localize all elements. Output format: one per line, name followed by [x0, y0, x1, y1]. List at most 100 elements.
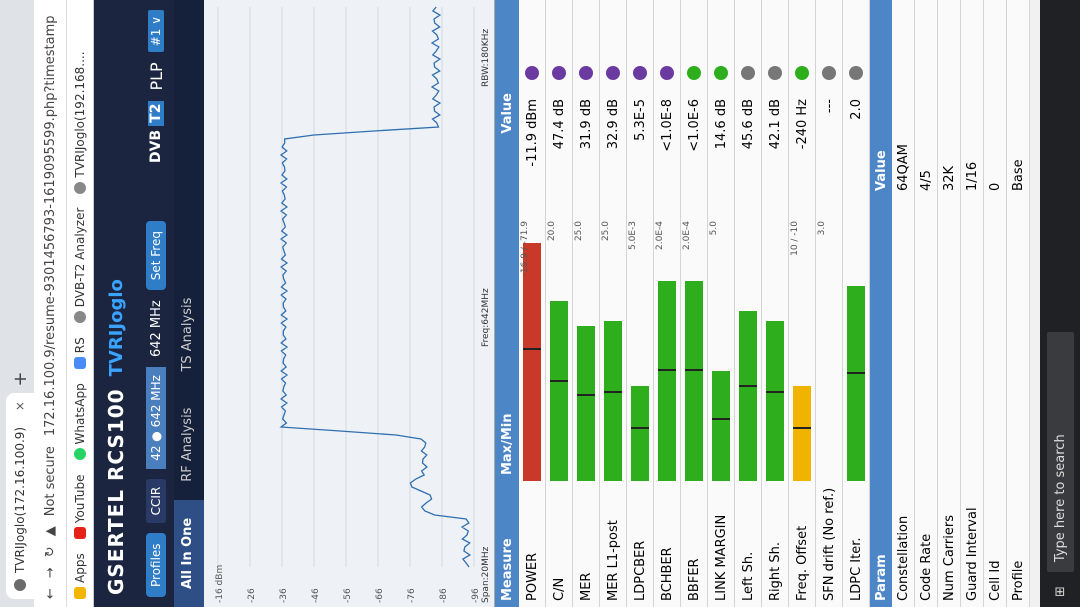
brand-logo: GSERTEL RCS100	[104, 388, 128, 595]
y-tick-label: -56	[343, 588, 353, 603]
param-name: Profile	[1010, 560, 1026, 601]
forward-icon[interactable]: →	[42, 567, 58, 579]
measure-row: Right Sh. 42.1 dB	[762, 0, 789, 607]
channel-selector[interactable]: 42 ● 642 MHz	[146, 367, 166, 469]
status-led-icon	[660, 66, 674, 80]
measure-limit: 5.0E-3	[628, 221, 638, 250]
app-toolbar: Profiles CCIR 42 ● 642 MHz 642 MHz Set F…	[138, 0, 174, 607]
browser-tab[interactable]: TVRIJoglo(172.16.100.9) ×	[6, 393, 34, 599]
favicon-icon	[14, 579, 26, 591]
measure-bar-cell: 20.0	[546, 191, 572, 481]
measure-bar-cell	[843, 191, 869, 481]
param-row: Guard Interval 1/16	[961, 0, 984, 607]
measure-mark	[550, 380, 568, 382]
measure-table: Measure Max/Min Value POWER -16.9 / -71.9…	[495, 0, 1030, 607]
measure-name: MER	[578, 572, 594, 601]
status-led-icon	[795, 66, 809, 80]
measure-mark	[631, 426, 649, 429]
measure-bar	[739, 311, 757, 481]
measure-bar	[523, 243, 541, 481]
apps-grid-icon	[74, 587, 86, 599]
globe-icon	[74, 311, 86, 324]
y-tick-label: -86	[439, 588, 449, 603]
measure-name: LDPC Iter.	[848, 537, 864, 601]
measure-row: Freq. Offset 10 / -10 -240 Hz	[789, 0, 816, 607]
measure-name: LDPCBER	[632, 540, 648, 601]
measure-bar-cell: 5.0E-3	[627, 191, 653, 481]
back-icon[interactable]: ←	[42, 588, 58, 599]
taskbar-search[interactable]: Type here to search	[1046, 332, 1074, 573]
measure-name: BCHBER	[659, 547, 675, 601]
param-row: Code Rate 4/5	[915, 0, 938, 607]
measure-row: MER L1-post 25.0 32.9 dB	[600, 0, 627, 607]
measure-bar	[793, 386, 811, 481]
measure-value: -11.9 dBm	[524, 99, 540, 167]
bookmark-tvrijoglo[interactable]: TVRIJoglo(192.168....	[73, 51, 87, 194]
param-row: Profile Base	[1007, 0, 1030, 607]
measure-bar	[631, 386, 649, 481]
reload-icon[interactable]: ↻	[42, 546, 58, 558]
measure-mark	[685, 369, 703, 371]
y-tick-label: -66	[375, 588, 385, 603]
span-label: Span:20MHz	[481, 546, 491, 603]
measure-bar	[847, 286, 865, 481]
warning-icon: ▲	[42, 526, 58, 537]
app-header: GSERTEL RCS100 TVRIJoglo	[94, 0, 138, 607]
y-tick-label: -46	[311, 588, 321, 603]
measure-limit: 2.0E-4	[682, 221, 692, 250]
status-led-icon	[687, 66, 701, 80]
browser-tab-strip: TVRIJoglo(172.16.100.9) × +	[0, 0, 34, 607]
standard-selector[interactable]: CCIR	[146, 478, 166, 524]
measure-mark	[604, 391, 622, 393]
param-name: Num Carriers	[941, 515, 957, 601]
measure-bar-cell: 2.0E-4	[654, 191, 680, 481]
status-led-icon	[606, 66, 620, 80]
y-tick-label: -96	[471, 588, 481, 603]
measure-name: Right Sh.	[767, 542, 783, 601]
set-freq-button[interactable]: Set Freq	[146, 221, 166, 291]
bookmark-apps[interactable]: Apps	[73, 553, 87, 599]
tab-close-icon[interactable]: ×	[13, 401, 27, 412]
measure-mark	[766, 391, 784, 393]
status-led-icon	[525, 66, 539, 80]
param-value: 64QAM	[895, 144, 911, 191]
bookmark-rs[interactable]: RS	[73, 337, 87, 370]
security-label: Not secure	[42, 446, 58, 517]
profiles-button[interactable]: Profiles	[146, 533, 166, 597]
status-led-icon	[714, 66, 728, 80]
measure-value: -240 Hz	[794, 99, 810, 150]
measure-name: BBFER	[686, 558, 702, 601]
measure-bar-cell: 2.0E-4	[681, 191, 707, 481]
bookmark-youtube[interactable]: YouTube	[73, 475, 87, 540]
rs-icon	[74, 357, 86, 370]
param-name: Guard Interval	[964, 507, 980, 601]
measure-row: POWER -16.9 / -71.9 -11.9 dBm	[519, 0, 546, 607]
url-field[interactable]: 172.16.100.9/resume-9301456793-161909559…	[42, 15, 58, 437]
measure-bar-cell: 25.0	[600, 191, 626, 481]
measure-value: 42.1 dB	[767, 99, 783, 150]
tab-all-in-one[interactable]: All In One	[174, 499, 204, 607]
measure-bar	[766, 321, 784, 481]
measure-row: BCHBER 2.0E-4 <1.0E-8	[654, 0, 681, 607]
bookmark-whatsapp[interactable]: WhatsApp	[73, 383, 87, 461]
measure-row: Left Sh. 45.6 dB	[735, 0, 762, 607]
measure-limit: 25.0	[574, 221, 584, 242]
measure-mark	[739, 385, 757, 388]
param-rows: Constellation 64QAM Code Rate 4/5 Num Carrie…	[892, 0, 1030, 607]
status-led-icon	[822, 66, 836, 80]
measure-bar-cell: 10 / -10	[789, 191, 815, 481]
tab-rf-analysis[interactable]: RF Analysis	[180, 407, 195, 482]
measure-value: ---	[821, 99, 837, 114]
y-tick-label: -16 dBm	[215, 565, 225, 603]
new-tab-button[interactable]: +	[9, 371, 31, 387]
measure-limit: 2.0E-4	[655, 221, 665, 250]
youtube-icon	[74, 527, 86, 540]
bookmark-dvb-analyzer[interactable]: DVB-T2 Analyzer	[73, 208, 87, 324]
windows-start-icon[interactable]: ⊞	[1052, 586, 1068, 597]
tab-ts-analysis[interactable]: TS Analysis	[180, 297, 195, 372]
measure-name: SFN drift (No ref.)	[821, 487, 837, 601]
measure-value: 47.4 dB	[551, 99, 567, 150]
plp-selector[interactable]: #1 ∨	[148, 10, 164, 53]
measure-name: LINK MARGIN	[713, 514, 729, 601]
